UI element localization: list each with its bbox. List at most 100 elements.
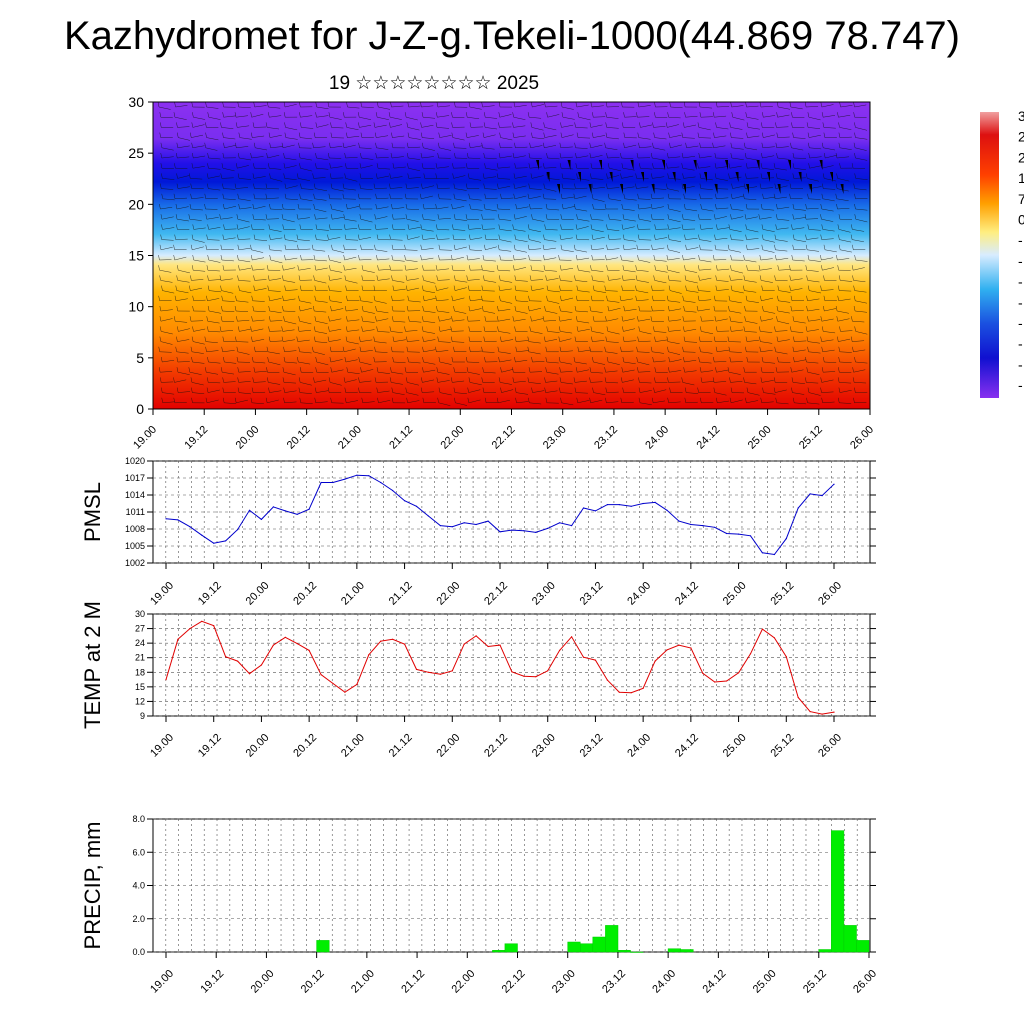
data-point	[189, 526, 191, 528]
wind-barb	[639, 390, 652, 393]
wind-barb	[239, 157, 252, 161]
wind-barb	[667, 166, 680, 169]
wind-barb-flag	[560, 122, 562, 128]
wind-barb	[809, 156, 822, 159]
data-point	[582, 656, 585, 658]
wind-barb-flag	[234, 112, 237, 118]
wind-barb-flag	[529, 142, 531, 148]
wind-barb-flag	[838, 275, 841, 281]
wind-barb	[563, 206, 575, 210]
wind-barb-flag	[715, 397, 718, 403]
wind-barb-flag	[527, 244, 530, 250]
wind-barb	[794, 239, 807, 243]
wind-barb-flag	[173, 397, 176, 403]
wind-barb-flag	[359, 214, 362, 220]
wind-barb-flag	[730, 265, 732, 271]
wind-barb-flag	[346, 132, 348, 138]
wind-barb-flag	[527, 377, 530, 383]
wind-barb	[744, 382, 757, 385]
wind-barb-flag	[435, 203, 437, 210]
wind-barb	[376, 310, 389, 314]
wind-barb	[238, 280, 251, 282]
wind-barb-flag	[513, 254, 515, 261]
wind-barb	[406, 218, 419, 222]
wind-barb	[423, 331, 436, 334]
wind-barb-flag	[407, 173, 409, 179]
wind-barb	[715, 249, 728, 251]
wind-barb-flag	[806, 397, 808, 403]
wind-barb-flag	[791, 112, 793, 118]
wind-barb-flag	[236, 316, 238, 322]
wind-barb-flag	[543, 265, 546, 271]
wind-barb-flag	[250, 326, 252, 332]
wind-barb-flag	[743, 183, 746, 189]
wind-barb	[652, 310, 665, 312]
wind-barb	[763, 115, 776, 118]
wind-barb	[423, 369, 436, 373]
wind-barb-flag	[253, 275, 255, 281]
wind-barb-flag	[744, 305, 746, 312]
wind-barb	[762, 146, 775, 149]
wind-barb-flag	[820, 377, 822, 383]
wind-barb	[361, 157, 374, 160]
wind-barb	[346, 341, 359, 345]
wind-barb	[193, 328, 206, 332]
wind-barb	[513, 125, 526, 128]
wind-barb	[423, 310, 436, 313]
wind-barb	[839, 382, 852, 384]
wind-barb-flag	[716, 265, 718, 271]
wind-barb-flag	[543, 254, 545, 261]
wind-barb	[639, 331, 652, 335]
wind-barb-flag	[654, 265, 656, 271]
wind-barb	[761, 177, 775, 179]
wind-barb	[839, 361, 852, 363]
wind-barb-flag	[637, 203, 640, 210]
wind-barb-flag	[175, 285, 177, 291]
wind-barb	[731, 269, 744, 274]
wind-barb	[390, 124, 403, 128]
x-tick-label: 23.12	[578, 580, 606, 608]
wind-barb	[423, 167, 436, 170]
wind-barb-flag	[838, 367, 840, 373]
wind-barb	[822, 267, 835, 271]
x-tick-label: 22.12	[500, 968, 528, 996]
wind-barb	[300, 402, 313, 404]
wind-barb	[284, 178, 297, 180]
wind-barb-flag	[420, 254, 422, 261]
wind-barb	[792, 392, 805, 395]
wind-barb	[590, 310, 603, 313]
wind-barb-flag	[206, 265, 209, 271]
wind-barb	[378, 268, 391, 271]
wind-barb	[531, 318, 544, 322]
wind-barb	[499, 229, 512, 232]
wind-barb	[763, 134, 775, 138]
wind-barb-flag	[638, 326, 640, 332]
wind-barb	[729, 249, 741, 253]
wind-pennant	[746, 184, 749, 194]
wind-barb-flag	[358, 377, 360, 383]
wind-barb-flag	[268, 387, 270, 393]
wind-barb-flag	[299, 397, 302, 403]
wind-barb	[253, 310, 266, 313]
wind-barb-flag	[837, 265, 839, 271]
wind-barb-flag	[838, 132, 841, 138]
wind-barb-flag	[668, 285, 671, 291]
wind-barb-flag	[314, 214, 316, 220]
wind-barb-flag	[775, 122, 777, 128]
wind-barb-flag	[435, 265, 438, 271]
wind-barb-flag	[328, 254, 330, 261]
wind-barb-flag	[206, 316, 208, 322]
wind-barb-flag	[438, 326, 441, 332]
wind-barb-flag	[575, 224, 578, 230]
wind-barb-flag	[238, 285, 240, 291]
wind-barb-flag	[530, 316, 532, 322]
wind-barb-flag	[468, 305, 471, 312]
wind-barb	[546, 278, 559, 281]
wind-barb-flag	[513, 183, 516, 189]
wind-barb-flag	[851, 316, 853, 322]
wind-barb	[177, 339, 190, 342]
wind-barb-flag	[652, 295, 654, 301]
wind-barb	[285, 239, 298, 242]
wind-barb	[853, 267, 865, 271]
wind-barb	[854, 290, 867, 293]
